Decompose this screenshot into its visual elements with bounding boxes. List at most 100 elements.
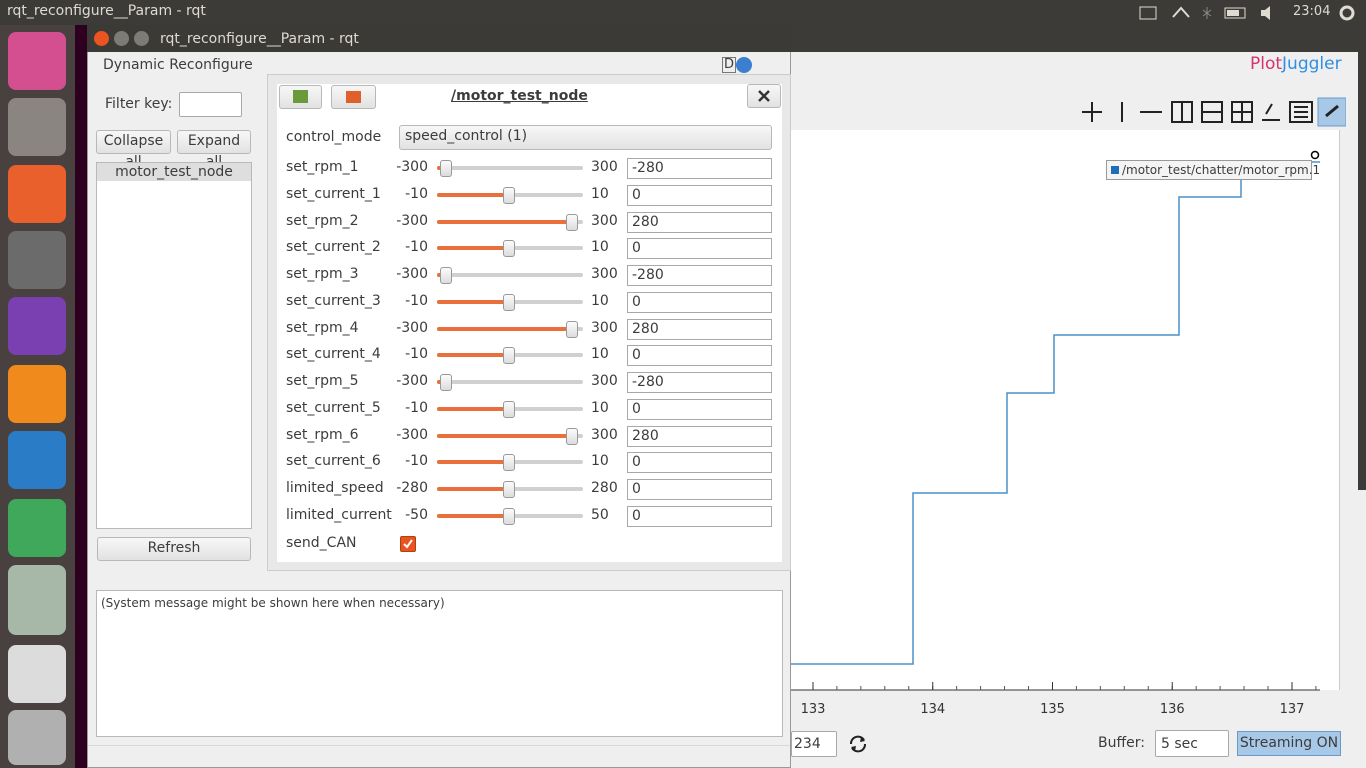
- param-input[interactable]: -280: [627, 372, 772, 393]
- maximize-button[interactable]: [134, 31, 149, 46]
- terminal-strip: [75, 25, 87, 768]
- slider-thumb[interactable]: [503, 507, 515, 525]
- pj-right-strip: [1358, 25, 1366, 490]
- plot-area: [791, 130, 1340, 690]
- slider-thumb[interactable]: [503, 186, 515, 204]
- help-icon[interactable]: [736, 57, 752, 73]
- slider-fill: [437, 433, 573, 438]
- pj-toolbar: [1082, 97, 1346, 127]
- pj-titlebar: [791, 25, 1366, 52]
- refresh-button[interactable]: Refresh: [97, 537, 251, 561]
- slider-fill: [437, 353, 509, 358]
- splitter: [87, 576, 791, 580]
- control-mode-combo[interactable]: speed_control (1): [399, 125, 772, 150]
- x-tick-label: 137: [1280, 702, 1305, 717]
- param-name: control_mode: [286, 129, 382, 145]
- slider-thumb[interactable]: [439, 374, 452, 391]
- param-input[interactable]: -280: [627, 265, 772, 286]
- legend-swatch: [1111, 166, 1119, 174]
- slider-track[interactable]: [437, 166, 583, 170]
- slider-fill: [437, 246, 509, 251]
- load-button[interactable]: [331, 85, 376, 109]
- collapse-button[interactable]: Collapse all: [96, 130, 171, 170]
- slider-thumb[interactable]: [503, 400, 515, 418]
- launcher-icon[interactable]: [8, 231, 66, 289]
- param-name: limited_current: [286, 506, 392, 523]
- x-tick-label: 136: [1160, 702, 1185, 717]
- param-input[interactable]: 0: [627, 505, 772, 527]
- launcher-icon[interactable]: [8, 365, 66, 423]
- launcher-icon[interactable]: [8, 297, 66, 355]
- launcher-icon[interactable]: [8, 710, 66, 765]
- slider-track[interactable]: [437, 273, 583, 277]
- param-max: 10: [591, 346, 609, 363]
- param-name: limited_speed: [286, 480, 384, 496]
- slider-fill: [437, 487, 509, 491]
- save-button[interactable]: [279, 85, 322, 109]
- param-min: -300: [396, 266, 428, 282]
- param-input[interactable]: 0: [627, 452, 772, 474]
- legend-label: /motor_test/chatter/motor_rpm.1: [1122, 163, 1321, 177]
- launcher-icon[interactable]: [8, 165, 66, 223]
- node-title: /motor_test_node: [451, 88, 588, 104]
- slider-thumb[interactable]: [439, 267, 452, 284]
- param-input[interactable]: 0: [627, 345, 772, 367]
- slider-thumb[interactable]: [503, 454, 515, 472]
- launcher-icon[interactable]: [8, 32, 66, 90]
- param-max: 10: [591, 239, 609, 256]
- filter-input[interactable]: [179, 92, 242, 117]
- buffer-label: Buffer:: [1098, 735, 1145, 751]
- tree-item[interactable]: motor_test_node: [97, 163, 251, 181]
- param-input[interactable]: 280: [627, 318, 772, 340]
- window-title: rqt_reconfigure__Param - rqt: [160, 31, 359, 47]
- pj-logo: PlotJuggler: [1250, 54, 1342, 74]
- slider-thumb[interactable]: [503, 347, 515, 365]
- close-button[interactable]: [94, 31, 109, 46]
- refresh-icon[interactable]: [846, 732, 870, 756]
- launcher-icon[interactable]: [8, 565, 66, 635]
- launcher-icon[interactable]: [8, 645, 66, 703]
- param-input[interactable]: 0: [627, 238, 772, 260]
- param-input[interactable]: -280: [627, 158, 772, 179]
- x-tick-label: 134: [920, 702, 945, 717]
- param-input[interactable]: 280: [627, 211, 772, 233]
- launcher-icon[interactable]: [8, 499, 66, 557]
- param-input[interactable]: 0: [627, 184, 772, 206]
- param-input[interactable]: 280: [627, 425, 772, 447]
- slider-thumb[interactable]: [566, 427, 579, 445]
- send-can-checkbox[interactable]: [400, 536, 416, 552]
- slider-thumb[interactable]: [503, 240, 515, 258]
- param-name: send_CAN: [286, 535, 357, 551]
- param-input[interactable]: 0: [627, 398, 772, 420]
- minimize-button[interactable]: [114, 31, 129, 46]
- expand-button[interactable]: Expand all: [177, 130, 251, 170]
- param-min: -10: [405, 346, 428, 363]
- node-close-button[interactable]: [747, 84, 781, 108]
- param-name: set_rpm_1: [286, 159, 359, 175]
- param-max: 10: [591, 185, 609, 202]
- slider-thumb[interactable]: [503, 481, 515, 498]
- indicators: [1139, 5, 1355, 21]
- launcher-icon[interactable]: [8, 431, 66, 489]
- plugin-d-icon[interactable]: D: [722, 57, 737, 73]
- slider-fill: [437, 513, 509, 518]
- legend: /motor_test/chatter/motor_rpm.1: [1106, 160, 1320, 180]
- clock: 23:04: [1293, 4, 1331, 19]
- partial-field[interactable]: 234: [791, 731, 837, 757]
- buffer-spinbox[interactable]: 5 sec: [1155, 730, 1229, 757]
- slider-fill: [437, 192, 509, 197]
- plot-curve: [791, 161, 1320, 665]
- slider-thumb[interactable]: [566, 320, 579, 338]
- slider-thumb[interactable]: [503, 293, 515, 311]
- streaming-button[interactable]: Streaming ON: [1237, 731, 1341, 756]
- param-name: set_current_6: [286, 453, 381, 470]
- param-max: 280: [591, 480, 618, 496]
- slider-fill: [437, 460, 509, 465]
- slider-thumb[interactable]: [566, 213, 579, 231]
- slider-track[interactable]: [437, 380, 583, 384]
- launcher-icon[interactable]: [8, 98, 66, 156]
- param-input[interactable]: 0: [627, 479, 772, 500]
- slider-thumb[interactable]: [439, 160, 452, 177]
- param-input[interactable]: 0: [627, 291, 772, 313]
